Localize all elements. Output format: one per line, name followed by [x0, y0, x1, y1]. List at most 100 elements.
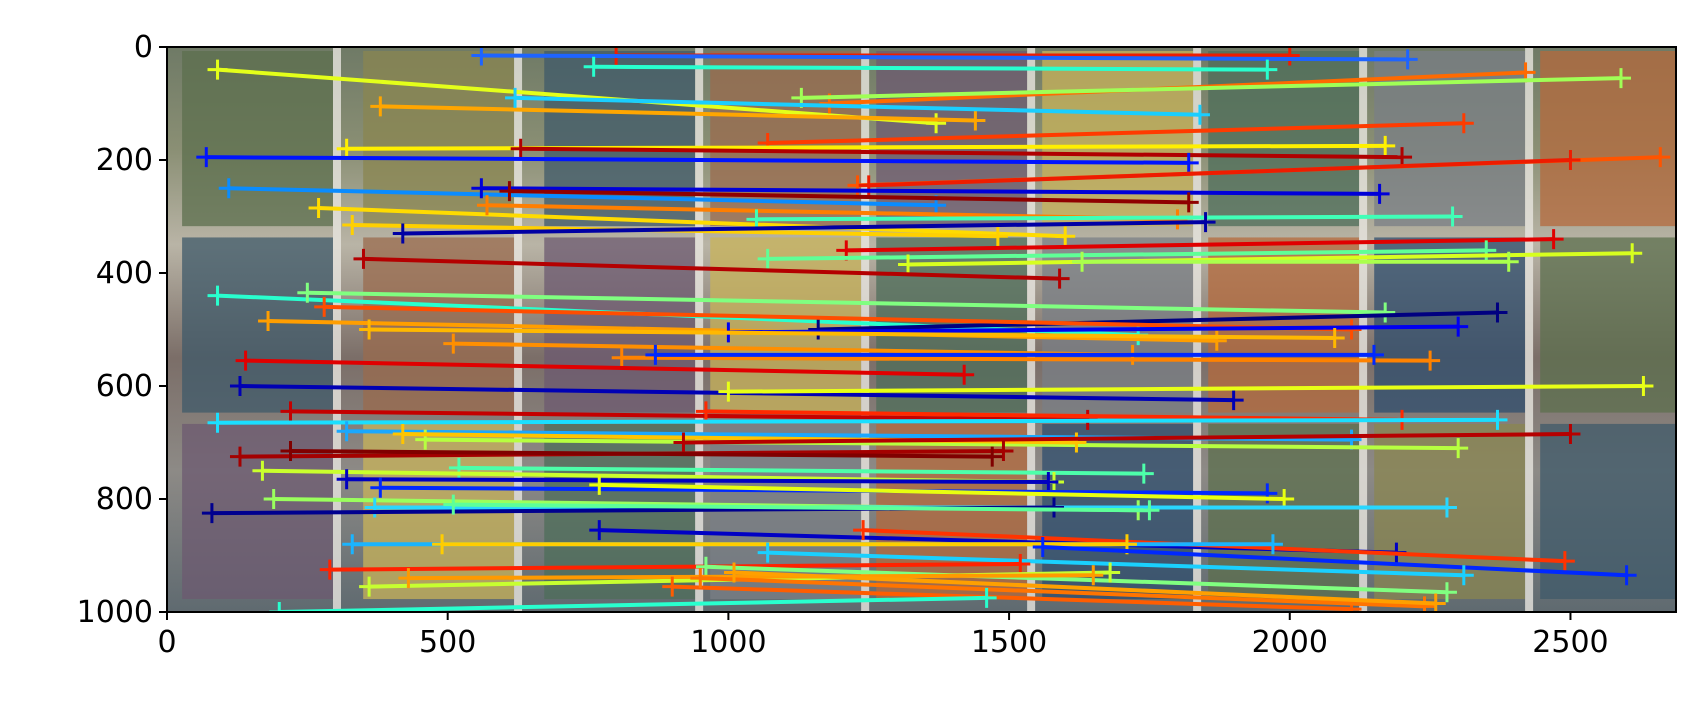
- match-line: [206, 155, 1189, 165]
- match-point-marker: [1038, 472, 1059, 493]
- match-point-marker: [954, 364, 975, 385]
- y-tick-label: 400: [96, 256, 153, 291]
- match-point-marker: [1066, 432, 1087, 453]
- match-line: [801, 76, 1622, 100]
- match-line: [217, 67, 937, 126]
- wall-divider: [332, 47, 341, 612]
- match-point-marker: [1262, 534, 1283, 555]
- match-line: [868, 158, 1571, 188]
- feature-matches: [196, 47, 1671, 612]
- wall-panel: [1042, 51, 1194, 227]
- match-line: [217, 417, 1498, 425]
- match-line: [481, 186, 1380, 196]
- wall-panel: [710, 237, 862, 413]
- match-point-marker: [982, 446, 1003, 467]
- match-line: [705, 564, 1448, 595]
- match-point-marker: [1010, 553, 1031, 574]
- match-point-marker: [1206, 330, 1227, 351]
- x-tick-label: 1000: [690, 625, 766, 660]
- match-point-marker: [718, 381, 739, 402]
- match-point-marker: [336, 469, 357, 490]
- match-point-marker: [746, 209, 767, 230]
- match-line: [846, 237, 1554, 253]
- match-point-marker: [1392, 147, 1413, 168]
- match-point-marker: [690, 568, 711, 589]
- match-point-marker: [1560, 424, 1581, 445]
- y-axis: 0 200 400 600 800 1000: [77, 30, 167, 630]
- match-point-marker: [1375, 302, 1396, 323]
- match-point-marker: [965, 110, 986, 131]
- x-tick-label: 0: [157, 625, 176, 660]
- wall-panel: [182, 51, 333, 227]
- match-line: [228, 186, 937, 208]
- match-line: [1042, 545, 1627, 578]
- wall-divider: [1359, 47, 1368, 612]
- match-point-marker: [1279, 47, 1300, 66]
- match-line: [520, 146, 1403, 160]
- match-point-marker: [1650, 147, 1671, 168]
- match-point-marker: [392, 424, 413, 445]
- wall-panel: [182, 237, 333, 413]
- match-point-marker: [1257, 59, 1278, 80]
- match-point-marker: [196, 147, 217, 168]
- match-point-marker: [510, 138, 531, 159]
- match-point-marker: [1375, 135, 1396, 156]
- y-tick-label: 1000: [77, 595, 153, 630]
- match-point-marker: [757, 248, 778, 269]
- match-line: [408, 573, 1094, 581]
- wall-panel: [1540, 423, 1676, 600]
- match-point-marker: [1436, 497, 1457, 518]
- match-point-marker: [926, 113, 947, 134]
- match-line: [700, 576, 1425, 609]
- match-line: [307, 290, 1386, 315]
- match-line: [453, 502, 1150, 513]
- match-point-marker: [505, 87, 526, 108]
- match-point-marker: [1453, 113, 1474, 134]
- match-point-marker: [1487, 409, 1508, 430]
- match-point-marker: [280, 440, 301, 461]
- match-line: [346, 477, 1049, 485]
- match-point-marker: [1100, 562, 1121, 583]
- match-point-marker: [297, 282, 318, 303]
- match-point-marker: [583, 56, 604, 77]
- match-point-marker: [1083, 565, 1104, 586]
- match-line: [346, 143, 1386, 151]
- match-point-marker: [589, 520, 610, 541]
- match-point-marker: [1195, 212, 1216, 233]
- match-point-marker: [471, 178, 492, 199]
- match-point-marker: [1448, 438, 1469, 459]
- match-point-marker: [207, 59, 228, 80]
- match-point-marker: [1032, 537, 1053, 558]
- y-tick-label: 0: [134, 30, 153, 65]
- match-point-marker: [476, 195, 497, 216]
- match-point-marker: [1414, 596, 1435, 612]
- match-point-marker: [1189, 104, 1210, 125]
- match-line: [380, 104, 976, 123]
- match-point-marker: [1487, 302, 1508, 323]
- match-point-marker: [336, 421, 357, 442]
- match-point-marker: [319, 559, 340, 580]
- match-line: [458, 465, 1144, 476]
- match-line: [369, 327, 1335, 340]
- match-point-marker: [1049, 268, 1070, 289]
- match-point-marker: [1420, 350, 1441, 371]
- match-point-marker: [976, 587, 997, 608]
- match-line: [290, 409, 1088, 422]
- match-point-marker: [342, 214, 363, 235]
- wall-divider: [1525, 47, 1534, 612]
- match-point-marker: [252, 460, 273, 481]
- match-point-marker: [1442, 206, 1463, 227]
- match-point-marker: [1133, 463, 1154, 484]
- match-line: [245, 358, 965, 377]
- wall-panel: [363, 51, 515, 227]
- match-point-marker: [364, 497, 385, 518]
- match-point-marker: [280, 401, 301, 422]
- match-point-marker: [314, 296, 335, 317]
- match-line: [515, 95, 1200, 117]
- match-point-marker: [432, 534, 453, 555]
- match-line: [818, 310, 1498, 332]
- match-line: [425, 437, 1459, 451]
- match-point-marker: [662, 576, 683, 597]
- match-point-marker: [308, 198, 329, 219]
